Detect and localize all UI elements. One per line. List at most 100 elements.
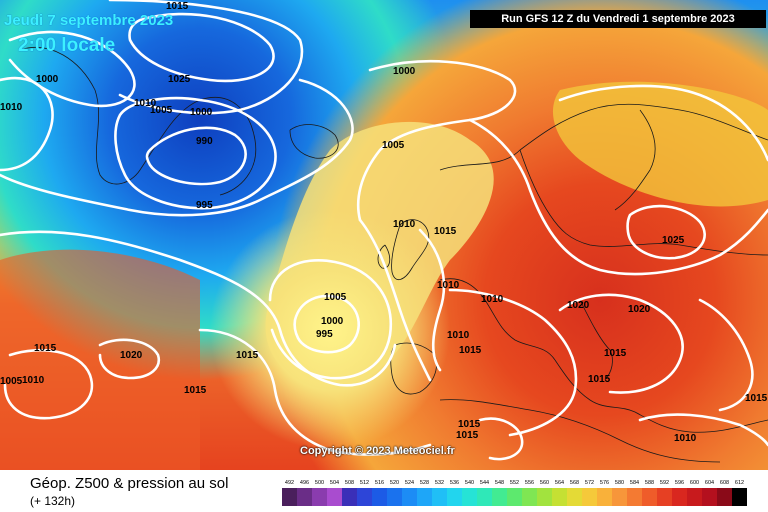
pressure-label: 1000 — [321, 316, 344, 327]
pressure-label: 1015 — [456, 430, 479, 441]
scale-swatch — [627, 488, 642, 506]
scale-tick-label: 528 — [420, 480, 429, 486]
pressure-label: 1020 — [628, 304, 651, 315]
scale-swatch — [612, 488, 627, 506]
pressure-label: 1000 — [190, 107, 213, 118]
pressure-label: 1015 — [166, 1, 189, 12]
map-canvas: 1015 1000 1025 1010 1005 1000 990 995 10… — [0, 0, 768, 470]
scale-tick-label: 608 — [720, 480, 729, 486]
pressure-label: 990 — [196, 136, 213, 147]
isobars — [0, 0, 768, 459]
pressure-label: 1000 — [36, 74, 59, 85]
scale-swatch — [432, 488, 447, 506]
scale-tick-label: 512 — [360, 480, 369, 486]
scale-tick-label: 600 — [690, 480, 699, 486]
scale-swatch — [582, 488, 597, 506]
scale-tick-label: 580 — [615, 480, 624, 486]
pressure-label: 1020 — [567, 300, 590, 311]
scale-tick-label: 500 — [315, 480, 324, 486]
scale-swatch — [732, 488, 747, 506]
scale-swatch — [312, 488, 327, 506]
pressure-label: 995 — [196, 200, 213, 211]
scale-tick-label: 556 — [525, 480, 534, 486]
scale-swatch — [657, 488, 672, 506]
pressure-label: 1010 — [481, 294, 504, 305]
scale-swatch — [327, 488, 342, 506]
scale-tick-label: 504 — [330, 480, 339, 486]
pressure-label: 1005 — [0, 376, 23, 387]
copyright-text: Copyright © 2023 Meteociel.fr — [300, 445, 455, 457]
scale-tick-label: 520 — [390, 480, 399, 486]
scale-tick-label: 612 — [735, 480, 744, 486]
scale-swatch — [537, 488, 552, 506]
pressure-label: 1010 — [22, 375, 45, 386]
scale-tick-label: 508 — [345, 480, 354, 486]
scale-swatch — [387, 488, 402, 506]
pressure-label: 1025 — [168, 74, 191, 85]
forecast-hour: (+ 132h) — [30, 494, 76, 508]
scale-tick-label: 548 — [495, 480, 504, 486]
weather-map: 1015 1000 1025 1010 1005 1000 990 995 10… — [0, 0, 768, 470]
scale-tick-label: 544 — [480, 480, 489, 486]
pressure-label: 1015 — [236, 350, 259, 361]
pressure-label: 1020 — [120, 350, 143, 361]
pressure-label: 1005 — [382, 140, 405, 151]
scale-swatch — [372, 488, 387, 506]
scale-tick-label: 496 — [300, 480, 309, 486]
scale-swatch — [642, 488, 657, 506]
scale-swatch — [507, 488, 522, 506]
legend-title: Géop. Z500 & pression au sol — [30, 475, 229, 492]
pressure-label: 1015 — [588, 374, 611, 385]
pressure-label: 1010 — [134, 98, 157, 109]
forecast-date: Jeudi 7 septembre 2023 — [4, 12, 174, 29]
scale-swatch — [282, 488, 297, 506]
pressure-label: 1015 — [459, 345, 482, 356]
scale-swatch — [687, 488, 702, 506]
scale-swatch — [522, 488, 537, 506]
scale-swatch — [492, 488, 507, 506]
scale-tick-label: 560 — [540, 480, 549, 486]
scale-tick-label: 492 — [285, 480, 294, 486]
pressure-label: 1015 — [184, 385, 207, 396]
scale-swatch — [597, 488, 612, 506]
scale-tick-label: 516 — [375, 480, 384, 486]
pressure-label: 1010 — [447, 330, 470, 341]
scale-swatch — [477, 488, 492, 506]
scale-swatch — [357, 488, 372, 506]
scale-swatch — [402, 488, 417, 506]
model-run-label: Run GFS 12 Z du Vendredi 1 septembre 202… — [470, 10, 766, 28]
scale-swatch — [717, 488, 732, 506]
scale-tick-label: 572 — [585, 480, 594, 486]
pressure-label: 1015 — [434, 226, 457, 237]
scale-swatch — [702, 488, 717, 506]
scale-swatch — [297, 488, 312, 506]
pressure-label: 1015 — [604, 348, 627, 359]
pressure-label: 1000 — [393, 66, 416, 77]
scale-swatch — [567, 488, 582, 506]
scale-tick-label: 568 — [570, 480, 579, 486]
pressure-label: 995 — [316, 329, 333, 340]
pressure-label: 1010 — [437, 280, 460, 291]
forecast-local-time: 2:00 locale — [18, 35, 116, 56]
scale-tick-label: 588 — [645, 480, 654, 486]
pressure-label: 1005 — [150, 105, 173, 116]
pressure-label: 1015 — [745, 393, 768, 404]
scale-tick-label: 532 — [435, 480, 444, 486]
scale-tick-label: 592 — [660, 480, 669, 486]
pressure-label: 1025 — [662, 235, 685, 246]
pressure-label: 1010 — [674, 433, 697, 444]
scale-swatch — [462, 488, 477, 506]
scale-tick-label: 604 — [705, 480, 714, 486]
scale-tick-label: 596 — [675, 480, 684, 486]
scale-tick-label: 584 — [630, 480, 639, 486]
scale-swatch — [447, 488, 462, 506]
legend-bar: Géop. Z500 & pression au sol (+ 132h) 49… — [0, 470, 768, 512]
scale-tick-label: 540 — [465, 480, 474, 486]
scale-swatch — [417, 488, 432, 506]
pressure-label: 1015 — [458, 419, 481, 430]
pressure-label: 1005 — [324, 292, 347, 303]
scale-tick-label: 564 — [555, 480, 564, 486]
scale-swatch — [342, 488, 357, 506]
scale-swatch — [672, 488, 687, 506]
